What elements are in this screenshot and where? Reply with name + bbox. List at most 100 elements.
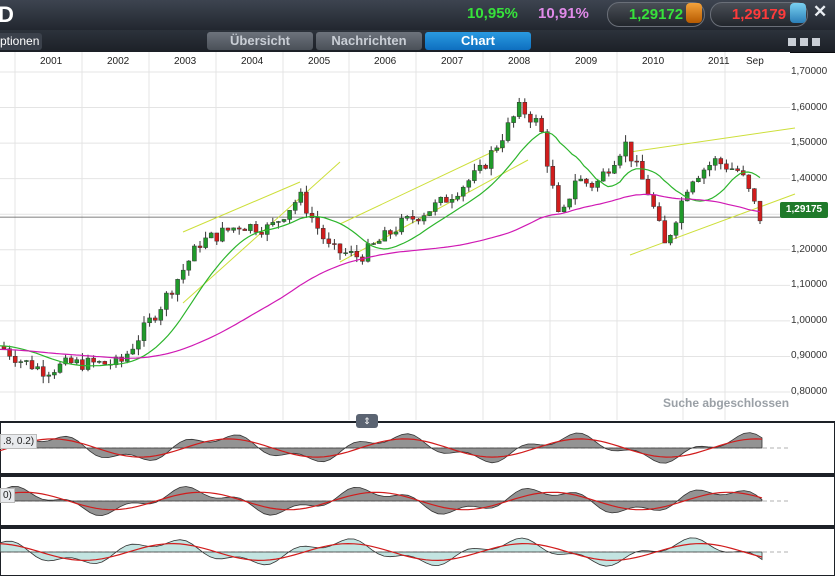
candle bbox=[416, 218, 421, 222]
y-tick-label: 0,90000 bbox=[791, 350, 828, 362]
candle bbox=[304, 191, 309, 214]
candle bbox=[113, 356, 119, 366]
y-tick-label: 1,50000 bbox=[791, 137, 828, 149]
trend-channel-line bbox=[182, 181, 301, 233]
candle bbox=[136, 340, 141, 350]
y-tick-label: 1,70000 bbox=[791, 66, 828, 77]
candle bbox=[404, 216, 410, 219]
candle bbox=[164, 292, 169, 310]
candle bbox=[130, 348, 136, 355]
candle bbox=[410, 216, 416, 220]
x-tick-label: 2011 bbox=[708, 56, 730, 67]
restore-icon[interactable] bbox=[800, 38, 808, 46]
candle bbox=[690, 181, 696, 193]
tab-nachrichten[interactable]: Nachrichten bbox=[316, 32, 422, 50]
indicator2-label: 0) bbox=[0, 488, 15, 503]
candle bbox=[494, 147, 500, 151]
candle bbox=[516, 102, 522, 117]
candle bbox=[35, 366, 40, 370]
candle bbox=[7, 348, 12, 357]
candle bbox=[556, 185, 561, 212]
percent-green: 10,95% bbox=[467, 5, 518, 22]
candle bbox=[365, 243, 371, 262]
x-tick-label: 2001 bbox=[40, 56, 63, 67]
candle bbox=[617, 155, 623, 166]
tab-uebersicht[interactable]: Übersicht bbox=[207, 32, 313, 50]
candle bbox=[292, 202, 298, 211]
minimize-icon[interactable] bbox=[788, 38, 796, 46]
candle bbox=[124, 353, 130, 362]
candle bbox=[24, 360, 29, 362]
candle bbox=[505, 122, 511, 141]
x-tick-label: 2009 bbox=[575, 56, 598, 67]
x-tick-label: 2007 bbox=[441, 56, 464, 67]
candle bbox=[455, 195, 460, 200]
candle bbox=[220, 227, 225, 242]
candle bbox=[382, 230, 388, 242]
candle bbox=[214, 232, 220, 242]
candle bbox=[623, 141, 628, 157]
candle bbox=[147, 317, 152, 324]
candle bbox=[236, 227, 242, 230]
trend-channel-line bbox=[339, 145, 506, 225]
candle bbox=[701, 169, 707, 179]
candle bbox=[276, 221, 281, 223]
candle bbox=[589, 182, 595, 188]
candle bbox=[460, 186, 466, 197]
down-arrow-icon bbox=[686, 3, 702, 23]
moving-average-slow bbox=[0, 193, 761, 359]
candle bbox=[175, 279, 180, 295]
candle bbox=[354, 250, 360, 258]
candle bbox=[102, 361, 108, 365]
candle bbox=[421, 215, 427, 222]
tab-optionen[interactable]: ptionen bbox=[0, 33, 42, 50]
candle bbox=[85, 357, 91, 370]
candle bbox=[57, 363, 63, 373]
indicator-signal-line bbox=[0, 438, 763, 458]
candle bbox=[343, 252, 348, 254]
candle bbox=[242, 228, 248, 231]
candle bbox=[729, 168, 735, 170]
candle bbox=[348, 250, 354, 253]
candle bbox=[80, 359, 85, 370]
candle bbox=[645, 178, 651, 196]
indicator-signal-line bbox=[0, 542, 763, 562]
candle bbox=[253, 224, 259, 233]
candle bbox=[270, 222, 276, 225]
candle bbox=[180, 269, 186, 280]
candle bbox=[169, 292, 175, 295]
x-tick-label: 2003 bbox=[174, 56, 197, 67]
candle bbox=[550, 166, 556, 186]
candle bbox=[52, 372, 57, 376]
up-arrow-icon bbox=[790, 3, 806, 23]
candle bbox=[477, 164, 483, 171]
candle bbox=[203, 237, 208, 248]
y-tick-label: 1,20000 bbox=[791, 243, 828, 255]
candle bbox=[438, 196, 444, 203]
candle bbox=[466, 180, 472, 188]
candle bbox=[522, 102, 528, 115]
pane-resize-handle[interactable]: ⇕ bbox=[356, 414, 378, 428]
candle bbox=[12, 355, 18, 363]
y-tick-label: 1,00000 bbox=[791, 314, 828, 326]
candle bbox=[488, 150, 494, 169]
candle bbox=[612, 164, 617, 174]
candle bbox=[735, 168, 740, 171]
candle bbox=[186, 260, 192, 271]
candle bbox=[449, 199, 455, 203]
candle bbox=[248, 224, 253, 231]
candle bbox=[544, 131, 550, 167]
candle bbox=[68, 357, 74, 364]
tab-chart[interactable]: Chart bbox=[425, 32, 531, 50]
candle bbox=[472, 170, 477, 181]
window-title: D bbox=[0, 2, 14, 27]
y-tick-label: 0,80000 bbox=[791, 386, 828, 397]
candle bbox=[561, 206, 567, 212]
candle bbox=[673, 222, 679, 236]
candle bbox=[29, 360, 35, 370]
percent-violet: 10,91% bbox=[538, 5, 589, 22]
close-icon[interactable]: ✕ bbox=[813, 2, 828, 21]
maximize-icon[interactable] bbox=[812, 38, 820, 46]
candle bbox=[96, 361, 102, 363]
